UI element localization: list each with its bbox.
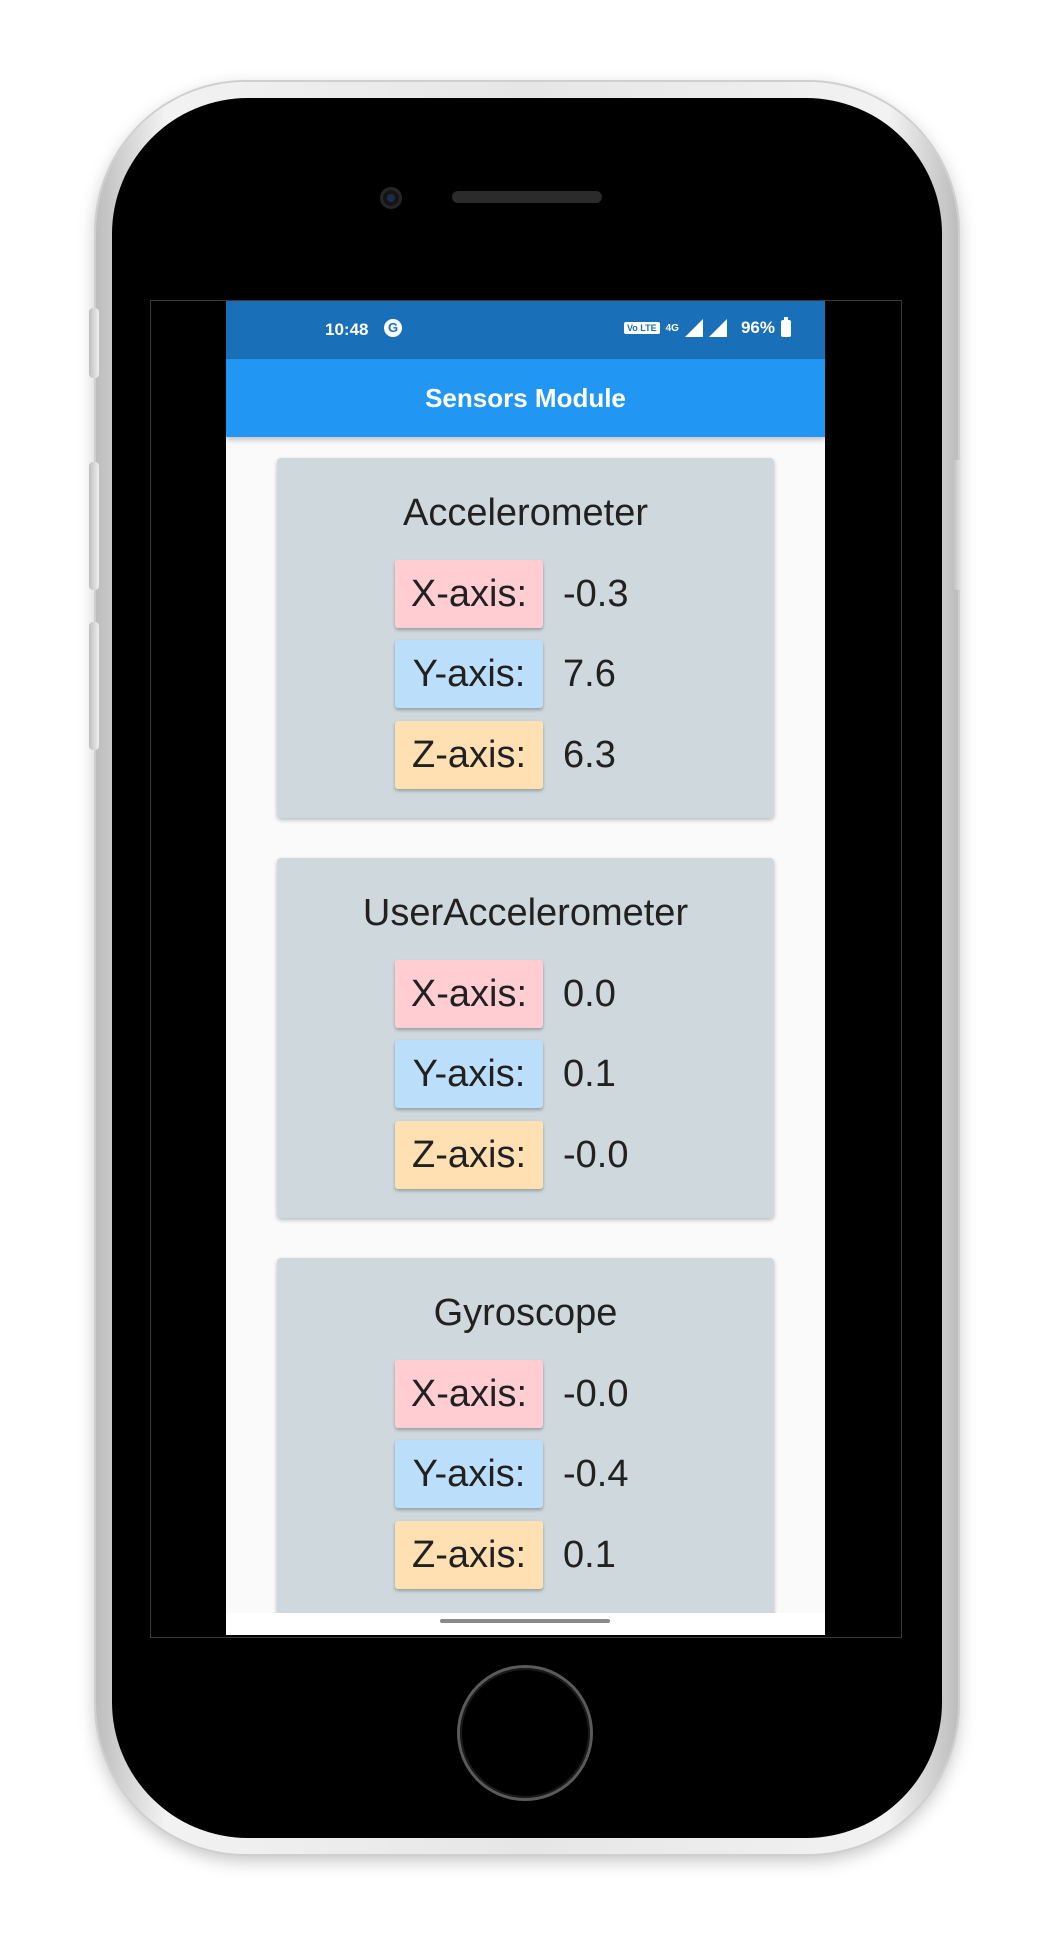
- app-bar-title: Sensors Module: [425, 383, 626, 413]
- y-axis-label: Y-axis:: [395, 1040, 543, 1108]
- card-title: Gyroscope: [433, 1292, 618, 1334]
- front-camera-icon: [380, 187, 402, 209]
- volume-down-button: [89, 622, 99, 750]
- status-time: 10:48: [325, 320, 369, 339]
- y-axis-label: Y-axis:: [395, 640, 543, 708]
- x-axis-value: -0.0: [563, 1373, 629, 1415]
- z-axis-value: 0.1: [563, 1534, 616, 1576]
- home-button[interactable]: [460, 1668, 590, 1798]
- x-axis-label: X-axis:: [395, 1360, 543, 1428]
- y-axis-value: 7.6: [563, 653, 616, 695]
- x-axis-label: X-axis:: [395, 960, 543, 1028]
- mute-switch: [89, 308, 99, 378]
- app-screen: 10:48 G Vo LTE 4G 96% Sensors Module Acc…: [226, 301, 825, 1635]
- z-axis-value: -0.0: [563, 1134, 629, 1176]
- status-icons: Vo LTE 4G 96%: [623, 316, 791, 338]
- z-axis-label: Z-axis:: [395, 1521, 543, 1589]
- app-bar: Sensors Module: [226, 359, 825, 437]
- power-button: [953, 460, 963, 590]
- signal-icon: [684, 319, 703, 337]
- cell-signal-icon: [708, 319, 727, 337]
- y-axis-value: 0.1: [563, 1053, 616, 1095]
- gyroscope-card: Gyroscope X-axis: -0.0 Y-axis: -0.4 Z-ax…: [277, 1258, 774, 1615]
- volte-icon: Vo LTE: [623, 322, 660, 334]
- y-axis-value: -0.4: [563, 1453, 629, 1495]
- accelerometer-card: Accelerometer X-axis: -0.3 Y-axis: 7.6 Z…: [277, 458, 774, 818]
- z-axis-label: Z-axis:: [395, 721, 543, 789]
- user-accelerometer-card: UserAccelerometer X-axis: 0.0 Y-axis: 0.…: [277, 858, 774, 1218]
- z-axis-value: 6.3: [563, 734, 616, 776]
- card-title: UserAccelerometer: [362, 892, 689, 934]
- earpiece-speaker: [452, 191, 602, 203]
- status-bar: 10:48 G Vo LTE 4G 96%: [226, 301, 825, 359]
- sensor-list[interactable]: Accelerometer X-axis: -0.3 Y-axis: 7.6 Z…: [226, 437, 825, 1615]
- battery-icon: [781, 316, 791, 337]
- navigation-bar: [226, 1613, 825, 1635]
- volume-up-button: [89, 462, 99, 590]
- gesture-home-indicator[interactable]: [440, 1619, 610, 1623]
- network-type-icon: 4G: [665, 322, 679, 334]
- battery-percentage: 96%: [740, 318, 775, 337]
- google-icon: G: [384, 319, 402, 337]
- card-title: Accelerometer: [403, 492, 648, 534]
- z-axis-label: Z-axis:: [395, 1121, 543, 1189]
- y-axis-label: Y-axis:: [395, 1440, 543, 1508]
- x-axis-value: 0.0: [563, 973, 616, 1015]
- x-axis-label: X-axis:: [395, 560, 543, 628]
- x-axis-value: -0.3: [563, 573, 629, 615]
